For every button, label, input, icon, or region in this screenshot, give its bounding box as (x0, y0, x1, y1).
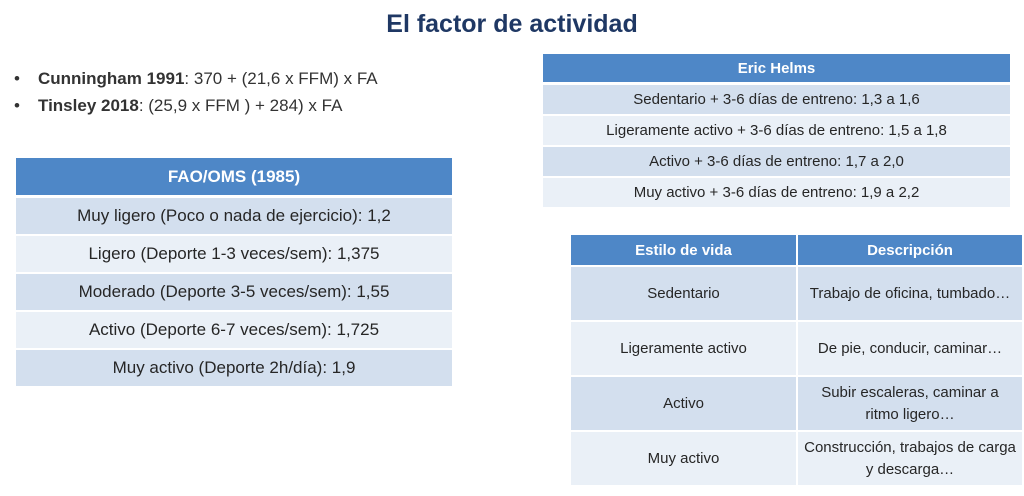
table-cell: Muy activo (Deporte 2h/día): 1,9 (16, 349, 452, 388)
table-row: Ligeramente activo + 3-6 días de entreno… (543, 115, 1010, 147)
fao-header: FAO/OMS (1985) (16, 158, 452, 198)
table-row: Muy activo Construcción, trabajos de car… (571, 431, 1022, 487)
estilo-cell: Muy activo (571, 431, 798, 487)
table-row: Sedentario + 3-6 días de entreno: 1,3 a … (543, 83, 1010, 116)
table-cell: Muy ligero (Poco o nada de ejercicio): 1… (16, 196, 452, 236)
helms-header: Eric Helms (543, 54, 1010, 85)
formula-expression: : 370 + (21,6 x FFM) x FA (184, 69, 378, 88)
descripcion-cell: Trabajo de oficina, tumbado… (797, 266, 1022, 322)
table-row: Activo (Deporte 6-7 veces/sem): 1,725 (16, 311, 452, 350)
column-header-estilo: Estilo de vida (571, 235, 798, 267)
table-cell: Moderado (Deporte 3-5 veces/sem): 1,55 (16, 273, 452, 312)
table-cell: Activo (Deporte 6-7 veces/sem): 1,725 (16, 311, 452, 350)
bullet-icon: • (14, 69, 20, 88)
formula-expression: : (25,9 x FFM ) + 284) x FA (138, 96, 343, 115)
column-header-descripcion: Descripción (797, 235, 1022, 267)
table-header-row: Estilo de vida Descripción (571, 235, 1022, 267)
page-title: El factor de actividad (386, 10, 638, 38)
table-cell: Activo + 3-6 días de entreno: 1,7 a 2,0 (543, 146, 1010, 178)
table-row: Sedentario Trabajo de oficina, tumbado… (571, 266, 1022, 322)
table-cell: Ligero (Deporte 1-3 veces/sem): 1,375 (16, 235, 452, 274)
formula-author: Cunningham 1991 (38, 69, 185, 88)
table-cell: Muy activo + 3-6 días de entreno: 1,9 a … (543, 177, 1010, 209)
table-cell: Ligeramente activo + 3-6 días de entreno… (543, 115, 1010, 147)
bullet-icon: • (14, 96, 20, 115)
estilo-cell: Activo (571, 376, 798, 432)
estilo-cell: Sedentario (571, 266, 798, 322)
formula-item: • Tinsley 2018: (25,9 x FFM ) + 284) x FA (14, 92, 378, 119)
eric-helms-table: Eric Helms Sedentario + 3-6 días de entr… (543, 54, 1010, 209)
estilo-cell: Ligeramente activo (571, 321, 798, 377)
descripcion-cell: De pie, conducir, caminar… (797, 321, 1022, 377)
formula-author: Tinsley 2018 (38, 96, 139, 115)
table-cell: Sedentario + 3-6 días de entreno: 1,3 a … (543, 83, 1010, 116)
formula-list: • Cunningham 1991: 370 + (21,6 x FFM) x F… (14, 65, 378, 119)
table-header-row: FAO/OMS (1985) (16, 158, 452, 198)
table-header-row: Eric Helms (543, 54, 1010, 85)
table-row: Moderado (Deporte 3-5 veces/sem): 1,55 (16, 273, 452, 312)
table-row: Muy ligero (Poco o nada de ejercicio): 1… (16, 196, 452, 236)
table-row: Muy activo + 3-6 días de entreno: 1,9 a … (543, 177, 1010, 209)
table-row: Activo Subir escaleras, caminar a ritmo … (571, 376, 1022, 432)
table-row: Ligeramente activo De pie, conducir, cam… (571, 321, 1022, 377)
table-row: Ligero (Deporte 1-3 veces/sem): 1,375 (16, 235, 452, 274)
formula-item: • Cunningham 1991: 370 + (21,6 x FFM) x F… (14, 65, 378, 92)
descripcion-cell: Construcción, trabajos de carga y descar… (797, 431, 1022, 487)
estilo-de-vida-table: Estilo de vida Descripción Sedentario Tr… (571, 235, 1022, 487)
fao-oms-table: FAO/OMS (1985) Muy ligero (Poco o nada d… (16, 158, 452, 388)
descripcion-cell: Subir escaleras, caminar a ritmo ligero… (797, 376, 1022, 432)
table-row: Activo + 3-6 días de entreno: 1,7 a 2,0 (543, 146, 1010, 178)
table-row: Muy activo (Deporte 2h/día): 1,9 (16, 349, 452, 388)
